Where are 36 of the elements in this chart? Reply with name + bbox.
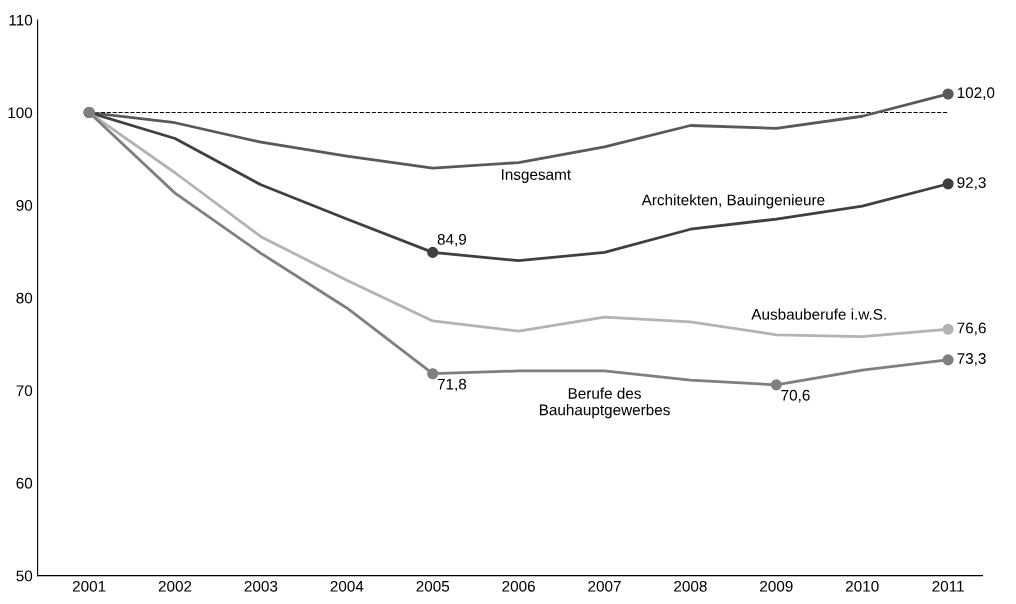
series-label: Architekten, Bauingenieure <box>641 194 825 209</box>
x-tick-label: 2004 <box>330 580 364 592</box>
point <box>942 178 954 190</box>
data-label: 70,6 <box>781 389 810 403</box>
x-tick-label: 2008 <box>674 580 707 592</box>
x-tick-label: 2010 <box>845 580 879 592</box>
y-tick-label: 60 <box>16 477 33 489</box>
x-tick-label: 2007 <box>588 580 621 592</box>
data-label: 73,3 <box>957 353 986 366</box>
y-tick-label: 70 <box>16 385 33 397</box>
x-tick-label: 2009 <box>760 580 793 592</box>
x-tick-label: 2003 <box>244 580 278 592</box>
x-tick-label: 2005 <box>416 580 450 592</box>
data-label: 84,9 <box>437 233 467 247</box>
x-tick-label: 2006 <box>502 580 535 592</box>
point <box>427 368 439 380</box>
y-tick-label: 100 <box>8 107 33 119</box>
data-label: 71,8 <box>437 378 467 392</box>
y-tick-label: 80 <box>16 292 33 304</box>
data-label: 92,3 <box>957 177 986 190</box>
data-label: 102,0 <box>957 87 995 100</box>
x-tick-label: 2002 <box>158 580 192 592</box>
point <box>942 354 954 366</box>
y-tick-label: 50 <box>16 570 33 582</box>
point <box>942 88 954 100</box>
x-tick-label: 2011 <box>932 580 964 592</box>
point <box>942 323 954 335</box>
series-label: Insgesamt <box>501 169 571 183</box>
y-tick-label: 90 <box>16 200 33 211</box>
series-label: Ausbauberufe i.w.S. <box>751 308 886 320</box>
x-tick-label: 2001 <box>72 580 106 592</box>
series-label: Berufe des Bauhauptgewerbes <box>539 387 670 419</box>
data-label: 76,6 <box>957 322 986 336</box>
point <box>427 246 439 258</box>
point <box>770 379 782 391</box>
y-tick-label: 110 <box>9 14 33 26</box>
